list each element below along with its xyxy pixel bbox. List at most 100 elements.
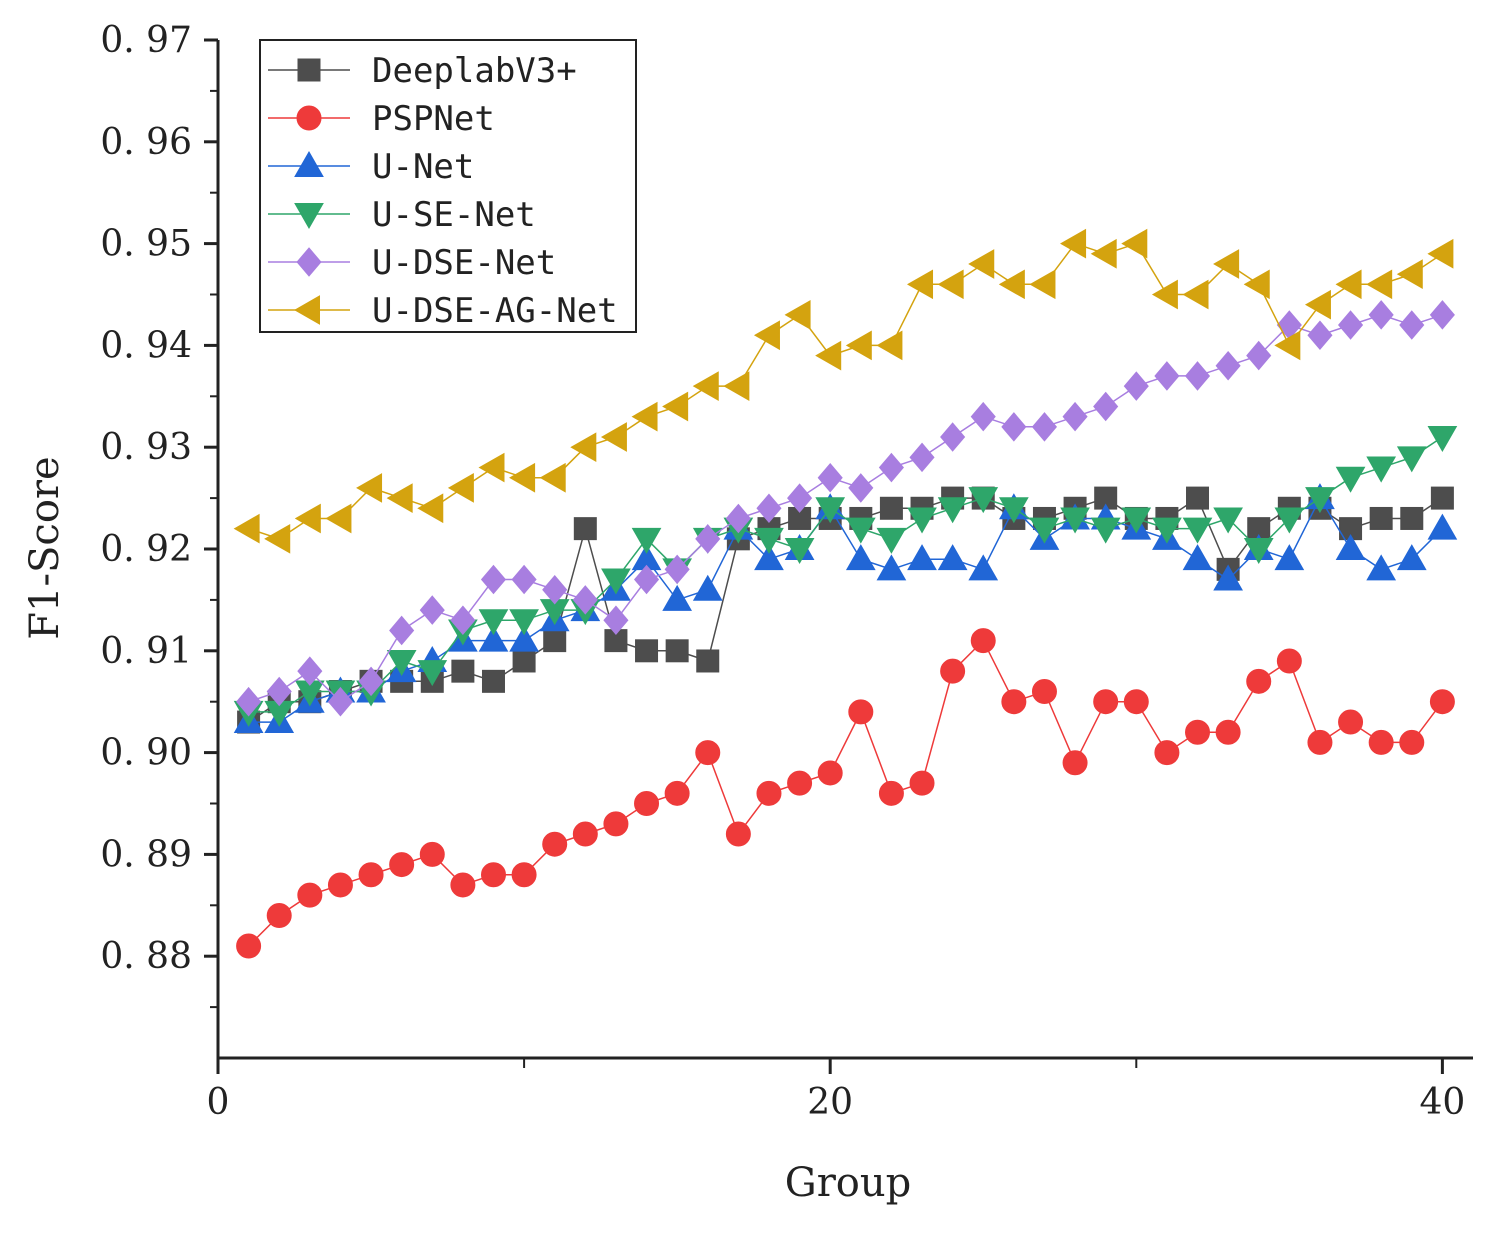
data-point bbox=[1186, 486, 1210, 510]
data-point bbox=[447, 473, 474, 503]
data-point bbox=[389, 852, 415, 878]
data-point bbox=[236, 933, 262, 959]
data-point bbox=[601, 568, 631, 595]
data-point bbox=[1029, 269, 1056, 300]
data-point bbox=[1062, 401, 1088, 432]
data-point bbox=[419, 595, 445, 625]
y-axis-title: F1-Score bbox=[22, 456, 68, 639]
data-point bbox=[970, 401, 996, 432]
data-point bbox=[1154, 361, 1180, 391]
series-line bbox=[248, 242, 1443, 540]
data-point bbox=[754, 527, 784, 554]
data-point bbox=[266, 902, 292, 928]
y-tick-label: 0. 93 bbox=[100, 427, 192, 468]
data-point bbox=[725, 503, 751, 534]
legend: DeeplabV3+ PSPNet U-Net U-SE-Net U-DSE-Net U-… bbox=[259, 39, 637, 333]
data-point bbox=[756, 493, 782, 524]
data-point bbox=[1396, 446, 1427, 473]
data-point bbox=[1001, 412, 1027, 442]
data-point bbox=[634, 791, 660, 816]
legend-label: U-DSE-Net bbox=[372, 243, 556, 283]
legend-entry: PSPNet bbox=[268, 99, 495, 139]
data-point bbox=[1215, 719, 1241, 745]
data-point bbox=[389, 615, 415, 646]
data-point bbox=[1429, 689, 1455, 715]
legend-entry: U-DSE-AG-Net bbox=[268, 291, 618, 331]
data-point bbox=[327, 686, 353, 717]
data-point bbox=[450, 872, 476, 898]
data-point bbox=[1060, 228, 1087, 259]
data-point bbox=[815, 497, 846, 524]
legend-entry: DeeplabV3+ bbox=[268, 51, 577, 91]
data-point bbox=[909, 442, 935, 473]
data-point bbox=[1399, 310, 1425, 340]
data-point bbox=[539, 462, 566, 493]
data-point bbox=[879, 496, 903, 520]
legend-box bbox=[259, 39, 637, 333]
series-line bbox=[248, 436, 1443, 713]
data-point bbox=[909, 770, 935, 796]
data-point bbox=[1213, 249, 1240, 279]
data-point bbox=[542, 831, 568, 857]
data-point bbox=[631, 401, 658, 432]
data-point bbox=[725, 821, 751, 847]
data-point bbox=[845, 517, 876, 544]
data-point bbox=[478, 452, 505, 483]
data-point bbox=[386, 649, 417, 676]
data-point bbox=[876, 554, 907, 581]
data-point bbox=[968, 487, 999, 514]
data-point bbox=[1307, 729, 1333, 755]
data-point bbox=[1029, 517, 1060, 544]
data-point bbox=[264, 523, 291, 554]
data-point bbox=[1123, 371, 1149, 401]
data-point bbox=[450, 605, 476, 636]
y-tick-label: 0. 96 bbox=[100, 122, 192, 163]
data-point bbox=[543, 629, 567, 653]
data-point bbox=[1429, 300, 1455, 330]
data-point bbox=[940, 658, 966, 684]
data-point bbox=[297, 882, 323, 908]
legend-label: U-Net bbox=[372, 147, 474, 187]
data-point bbox=[573, 517, 597, 541]
data-point bbox=[1400, 506, 1424, 530]
data-point bbox=[1369, 506, 1393, 530]
data-point bbox=[1121, 228, 1148, 259]
x-axis-title: Group bbox=[785, 1160, 912, 1206]
data-point bbox=[1366, 456, 1397, 483]
y-tick-label: 0. 91 bbox=[100, 631, 192, 672]
data-point bbox=[1338, 310, 1364, 340]
data-point bbox=[787, 483, 813, 513]
y-tick-label: 0. 95 bbox=[100, 224, 192, 265]
data-point bbox=[603, 605, 629, 636]
data-point bbox=[603, 811, 629, 837]
data-point bbox=[1368, 300, 1394, 330]
data-point bbox=[695, 524, 721, 554]
data-point bbox=[1246, 340, 1272, 371]
data-point bbox=[817, 462, 843, 493]
data-point bbox=[845, 544, 876, 571]
y-tick-label: 0. 89 bbox=[100, 834, 192, 875]
data-point bbox=[787, 770, 813, 796]
data-point bbox=[1213, 507, 1243, 534]
legend-marker bbox=[294, 203, 324, 230]
data-point bbox=[664, 780, 690, 806]
data-point bbox=[356, 473, 383, 503]
data-point bbox=[937, 544, 968, 571]
data-point bbox=[635, 639, 659, 663]
data-point bbox=[1151, 279, 1178, 310]
data-point bbox=[753, 320, 780, 351]
legend-entry: U-SE-Net bbox=[268, 195, 536, 235]
data-point bbox=[1427, 513, 1458, 540]
data-point bbox=[570, 432, 597, 463]
data-point bbox=[631, 527, 662, 554]
x-ticks: 0 20 40 bbox=[207, 1058, 1465, 1123]
data-point bbox=[968, 554, 999, 581]
data-point bbox=[878, 780, 904, 806]
data-point bbox=[1430, 486, 1454, 510]
data-point bbox=[756, 780, 782, 806]
data-point bbox=[998, 497, 1029, 524]
data-point bbox=[1062, 750, 1088, 776]
data-point bbox=[1090, 238, 1117, 269]
data-point bbox=[1396, 259, 1423, 290]
data-point bbox=[511, 862, 537, 888]
